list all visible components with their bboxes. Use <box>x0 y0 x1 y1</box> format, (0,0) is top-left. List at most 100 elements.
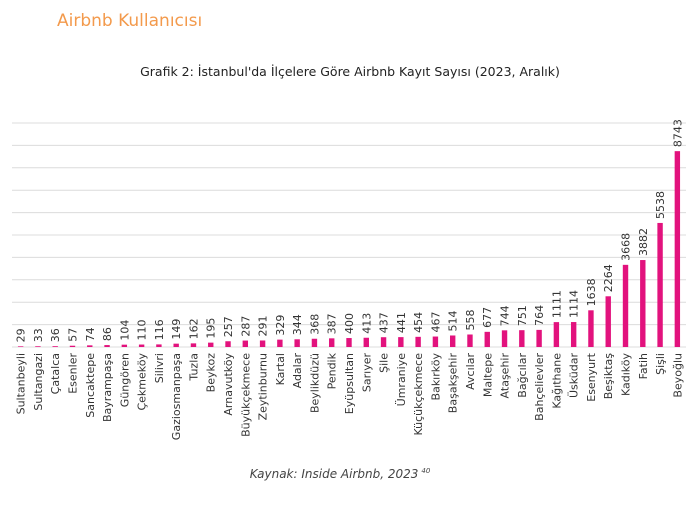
value-label: 1638 <box>585 278 598 306</box>
bar <box>674 151 681 347</box>
bar <box>329 338 335 347</box>
x-tick-label: Fatih <box>637 353 650 379</box>
value-label: 329 <box>274 315 287 336</box>
source-text: Kaynak: Inside Airbnb, 2023 <box>250 467 419 481</box>
bar <box>467 334 473 347</box>
value-label: 514 <box>447 310 460 331</box>
x-tick-label: Sultangazi <box>32 353 45 411</box>
bar <box>657 222 663 347</box>
value-label: 413 <box>360 313 373 334</box>
chart-title: Grafik 2: İstanbul'da İlçelere Göre Airb… <box>140 64 560 79</box>
bar <box>432 336 439 347</box>
x-tick-label: Şişli <box>654 353 667 375</box>
value-label: 1111 <box>550 290 563 318</box>
bar <box>259 340 266 347</box>
value-label: 454 <box>412 312 425 333</box>
value-label: 744 <box>499 305 512 326</box>
bar <box>553 322 560 347</box>
x-tick-label: Sancaktepe <box>84 353 97 418</box>
bar <box>363 337 369 347</box>
x-tick-label: Maltepe <box>481 353 494 397</box>
bar <box>622 264 629 347</box>
value-label: 57 <box>66 328 79 342</box>
bar <box>398 337 404 347</box>
bar <box>156 344 162 347</box>
value-label: 344 <box>291 314 304 335</box>
value-label: 677 <box>481 307 494 328</box>
value-label: 86 <box>101 327 114 341</box>
x-tick-label: Kartal <box>274 353 287 385</box>
x-tick-label: Güngören <box>118 353 131 407</box>
value-label: 291 <box>257 315 270 336</box>
x-tick-label: Kağıthane <box>550 353 563 409</box>
bar <box>536 329 542 347</box>
x-tick-label: Zeytinburnu <box>257 353 270 420</box>
bar <box>501 330 508 347</box>
x-tick-label: Kadıköy <box>620 353 633 397</box>
x-tick-label: Esenler <box>66 353 79 394</box>
value-label: 287 <box>239 316 252 337</box>
x-tick-label: Bahçelievler <box>533 353 546 421</box>
x-tick-label: Bakırköy <box>429 353 442 401</box>
value-label: 29 <box>15 328 28 342</box>
value-label: 257 <box>222 316 235 337</box>
x-tick-label: Çatalca <box>49 353 62 394</box>
x-tick-label: Üsküdar <box>568 353 581 399</box>
value-label: 387 <box>326 313 339 334</box>
bar <box>242 340 249 347</box>
x-tick-label: Ümraniye <box>395 353 408 407</box>
bar <box>640 260 646 347</box>
value-label: 8743 <box>671 119 684 147</box>
value-label: 400 <box>343 313 356 334</box>
x-tick-label: Tuzla <box>187 353 200 382</box>
x-tick-label: Büyükçekmece <box>239 353 252 437</box>
x-tick-label: Ataşehir <box>499 353 512 399</box>
x-tick-label: Esenyurt <box>585 352 598 401</box>
value-label: 36 <box>49 328 62 342</box>
x-tick-label: Beşiktaş <box>602 353 615 400</box>
bar <box>225 341 231 347</box>
bar <box>449 335 456 347</box>
value-label: 368 <box>308 314 321 335</box>
bar <box>121 344 128 347</box>
value-label: 110 <box>136 320 149 341</box>
bar <box>190 343 197 347</box>
bar <box>346 338 352 347</box>
x-tick-label: Başakşehir <box>447 353 460 414</box>
value-label: 5538 <box>654 191 667 219</box>
value-label: 437 <box>378 312 391 333</box>
x-tick-label: Eyüpsultan <box>343 353 356 414</box>
bar <box>35 346 41 347</box>
value-label: 1114 <box>568 290 581 318</box>
value-label: 149 <box>170 319 183 340</box>
value-label: 764 <box>533 305 546 326</box>
value-label: 3882 <box>637 228 650 256</box>
bar <box>519 330 525 347</box>
value-label: 33 <box>32 328 45 342</box>
bar <box>104 345 110 347</box>
bar <box>380 337 387 347</box>
bar <box>17 346 24 347</box>
source: Kaynak: Inside Airbnb, 2023 40 <box>250 467 431 481</box>
value-label: 74 <box>84 327 97 341</box>
bar <box>277 339 283 347</box>
value-label: 467 <box>429 312 442 333</box>
value-label: 162 <box>187 318 200 339</box>
value-label: 441 <box>395 312 408 333</box>
x-tick-label: Pendik <box>326 352 339 389</box>
x-tick-label: Sultanbeyli <box>15 353 28 414</box>
value-label: 2264 <box>602 264 615 292</box>
value-label: 104 <box>118 320 131 341</box>
x-tick-label: Beykoz <box>205 353 218 393</box>
bar <box>570 322 577 347</box>
value-label: 116 <box>153 319 166 340</box>
x-tick-label: Silivri <box>153 353 166 383</box>
bar <box>208 342 214 347</box>
bar <box>415 336 421 347</box>
bar <box>52 346 58 347</box>
header: Airbnb Kullanıcısı <box>57 11 202 31</box>
x-tick-label: Bayrampaşa <box>101 353 114 422</box>
x-tick-label: Arnavutköy <box>222 353 235 416</box>
x-tick-label: Sarıyer <box>360 353 373 393</box>
